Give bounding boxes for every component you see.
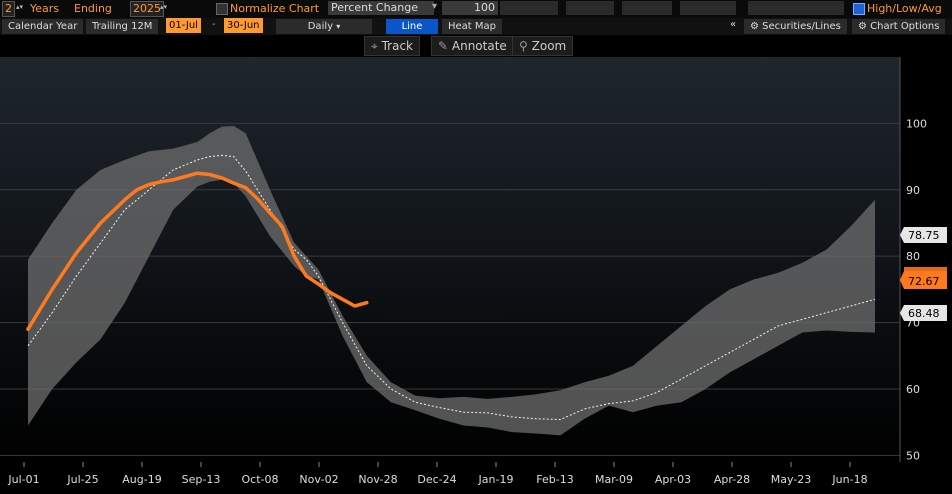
x-axis: Jul-01 Jul-25 Aug-19 Sep-13 Oct-08 Nov-02 Nov-…	[7, 462, 868, 486]
high-tag-label: 78.75	[908, 229, 940, 242]
annotate-label: Annotate	[451, 39, 507, 53]
chart-options-label: Chart Options	[870, 21, 940, 32]
ending-year-field[interactable]: 2025	[130, 1, 164, 17]
tab-bar: Calendar Year Trailing 12M 01-Jul - 30-J…	[0, 18, 952, 35]
years-field[interactable]: 2	[2, 1, 15, 17]
tab-heat-map[interactable]: Heat Map	[442, 19, 503, 34]
high-low-avg-checkbox[interactable]	[853, 3, 865, 15]
zoom-label: Zoom	[531, 39, 567, 53]
securities-lines-label: Securities/Lines	[762, 21, 841, 32]
years-stepper-icon[interactable]: ▴▾	[16, 3, 24, 11]
x-tick-label: Aug-19	[122, 473, 161, 486]
normalize-mode-select[interactable]: Percent Change	[328, 1, 434, 15]
y-tick-label: 50	[906, 449, 920, 462]
x-tick-label: Jun-18	[831, 473, 867, 486]
magnifier-icon: ⚲	[519, 39, 528, 53]
start-date-field[interactable]: 01-Jul	[166, 18, 201, 33]
securities-lines-button[interactable]: ⚙ Securities/Lines	[744, 19, 847, 34]
track-label: Track	[381, 39, 413, 53]
crosshair-icon: ⌖	[371, 39, 378, 53]
x-tick-label: Apr-28	[714, 473, 750, 486]
x-tick-label: May-23	[771, 473, 812, 486]
pencil-icon: ✎	[438, 39, 449, 53]
frequency-select[interactable]: Daily ▾	[276, 19, 372, 34]
frequency-label: Daily	[307, 21, 334, 32]
top-toolbar: 2 ▴▾ Years Ending 2025 ▴▾ Normalize Char…	[0, 0, 952, 18]
seasonality-chart[interactable]: Jul-01 Jul-25 Aug-19 Sep-13 Oct-08 Nov-02 Nov-…	[0, 57, 952, 494]
chart-options-button[interactable]: ⚙ Chart Options	[852, 19, 946, 34]
x-tick-label: Dec-24	[417, 473, 456, 486]
annotate-button[interactable]: ✎ Annotate	[431, 36, 514, 56]
years-label: Years	[30, 2, 60, 15]
low-tag-label: 68.48	[908, 307, 940, 320]
tab-trailing-12m[interactable]: Trailing 12M	[86, 19, 159, 34]
current-tag: 72.67	[900, 267, 947, 289]
x-tick-label: Apr-03	[655, 473, 691, 486]
toolbar-blank-box[interactable]	[566, 1, 614, 15]
collapse-icon[interactable]: «	[730, 19, 737, 30]
normalize-checkbox[interactable]	[216, 3, 228, 15]
toolbar-blank-box[interactable]	[500, 1, 558, 15]
ending-year-stepper-icon[interactable]: ▴▾	[160, 3, 168, 11]
date-separator: -	[212, 19, 216, 30]
track-button[interactable]: ⌖ Track	[364, 36, 420, 56]
y-tick-label: 60	[906, 383, 920, 396]
x-tick-label: Nov-02	[299, 473, 338, 486]
normalize-label: Normalize Chart	[230, 2, 320, 15]
y-tick-label: 100	[906, 117, 927, 130]
toolbar-blank-box[interactable]	[748, 1, 844, 15]
tab-line[interactable]: Line	[386, 19, 438, 34]
normalize-value-field[interactable]: 100	[442, 1, 498, 15]
toolbar-blank-box[interactable]	[680, 1, 736, 15]
grid	[0, 122, 900, 456]
normalize-mode-chevron-icon[interactable]: ▾	[432, 1, 438, 12]
high-low-avg-label: High/Low/Avg	[867, 2, 942, 15]
ending-label: Ending	[74, 2, 112, 15]
plot-background	[0, 57, 900, 462]
x-tick-label: Jul-01	[7, 473, 39, 486]
toolbar-blank-box[interactable]	[622, 1, 672, 15]
frequency-chevron-icon: ▾	[336, 22, 341, 31]
gear-icon: ⚙	[750, 21, 759, 32]
current-tag-label: 72.67	[908, 275, 940, 288]
y-tick-label: 90	[906, 184, 920, 197]
end-date-field[interactable]: 30-Jun	[224, 18, 263, 33]
x-tick-label: Mar-09	[595, 473, 633, 486]
x-tick-label: Jan-19	[478, 473, 514, 486]
x-tick-label: Oct-08	[242, 473, 279, 486]
tab-calendar-year[interactable]: Calendar Year	[2, 19, 84, 34]
high-low-band	[28, 126, 875, 436]
x-tick-label: Sep-13	[182, 473, 221, 486]
low-tag: 68.48	[900, 305, 947, 321]
zoom-button[interactable]: ⚲ Zoom	[512, 36, 574, 56]
chart-tools-bar: ⌖ Track ✎ Annotate ⚲ Zoom	[0, 35, 952, 57]
current-year-line	[26, 171, 369, 331]
y-tick-label: 80	[906, 250, 920, 263]
gear-icon: ⚙	[858, 21, 867, 32]
x-tick-label: Nov-28	[358, 473, 397, 486]
high-tag: 78.75	[900, 227, 947, 243]
x-tick-label: Jul-25	[66, 473, 98, 486]
x-tick-label: Feb-13	[536, 473, 573, 486]
average-line	[27, 154, 876, 421]
